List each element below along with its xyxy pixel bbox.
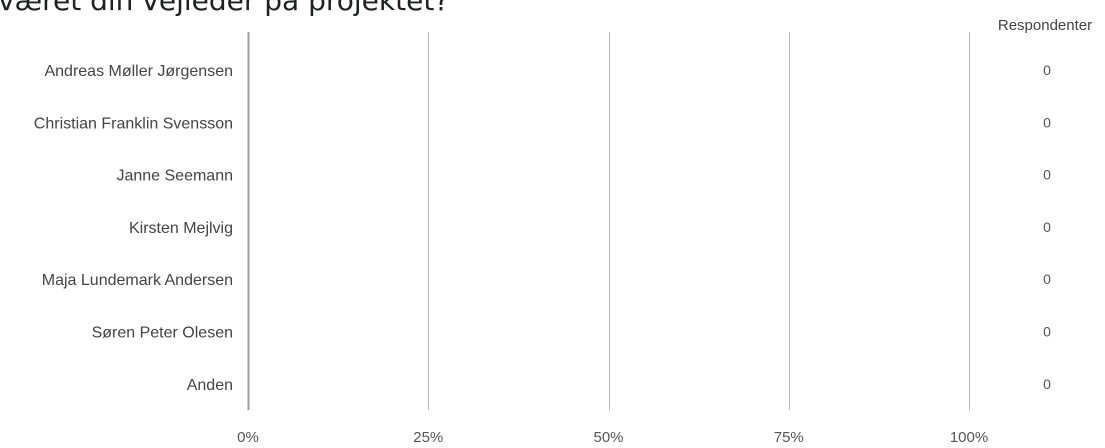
category-label: Kirsten Mejlvig: [129, 220, 233, 237]
x-tick-label: 75%: [774, 429, 804, 446]
category-label: Christian Franklin Svensson: [34, 115, 233, 132]
category-label: Andreas Møller Jørgensen: [44, 63, 233, 80]
respondent-count: 0: [1043, 167, 1051, 183]
category-label: Anden: [187, 377, 233, 394]
chart-title-region: været din vejleder på projektet?: [0, 0, 1105, 18]
respondent-count: 0: [1043, 114, 1051, 130]
x-axis-ticks: 0% 25% 50% 75% 100%: [237, 429, 988, 446]
x-tick-label: 0%: [237, 429, 259, 446]
x-tick-label: 25%: [413, 429, 443, 446]
respondent-count: 0: [1043, 271, 1051, 287]
x-tick-label: 100%: [950, 429, 988, 446]
category-label: Janne Seemann: [116, 168, 233, 185]
chart-title: været din vejleder på projektet?: [0, 0, 450, 17]
x-tick-label: 50%: [593, 429, 623, 446]
category-label: Maja Lundemark Andersen: [42, 272, 233, 289]
respondent-count: 0: [1043, 219, 1051, 235]
respondent-count: 0: [1043, 376, 1051, 392]
respondent-count: 0: [1043, 62, 1051, 78]
respondent-count: 0: [1043, 324, 1051, 340]
respondent-counts: 0 0 0 0 0 0 0: [1043, 62, 1051, 392]
category-labels: Andreas Møller Jørgensen Christian Frankl…: [34, 63, 233, 394]
respondents-header: Respondenter: [998, 17, 1092, 34]
grid-lines: [247, 32, 970, 410]
category-label: Søren Peter Olesen: [92, 325, 233, 342]
